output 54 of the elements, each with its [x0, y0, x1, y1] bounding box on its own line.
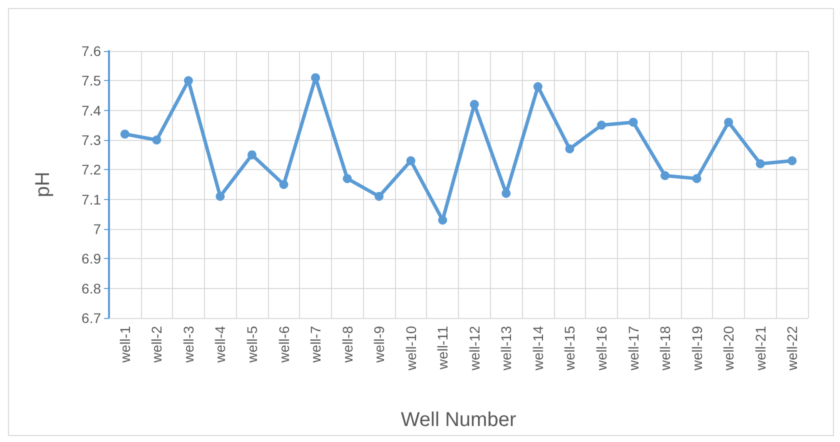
point: [247, 150, 256, 160]
x-tick-label: well-22: [784, 326, 800, 372]
y-tick-label: 6.7: [82, 310, 102, 326]
point: [470, 100, 479, 109]
x-tick-label: well-6: [276, 326, 292, 364]
point: [311, 73, 320, 82]
y-tick-label: 7.5: [82, 72, 102, 89]
point: [596, 120, 606, 130]
point: [374, 192, 384, 201]
point: [438, 216, 448, 225]
x-tick-label: well-10: [402, 326, 419, 372]
x-tick-label: well-11: [434, 326, 451, 370]
x-tick-label: well-15: [562, 326, 578, 372]
y-axis-title: pH: [32, 172, 54, 198]
x-axis-title: Well Number: [400, 409, 516, 431]
x-tick-label: well-4: [212, 326, 228, 364]
y-tick-label: 7.6: [82, 43, 102, 59]
x-tick-label: well-3: [180, 326, 196, 364]
x-tick-label: well-7: [308, 326, 324, 364]
point: [724, 118, 734, 127]
y-tick-label: 7.2: [82, 162, 102, 178]
point: [184, 76, 193, 86]
point: [692, 174, 702, 184]
point: [788, 156, 797, 166]
point: [565, 144, 574, 154]
y-tick-label: 7.1: [82, 191, 102, 208]
x-tick-label: well-19: [688, 326, 705, 372]
x-tick-label: well-9: [371, 326, 388, 364]
point: [279, 180, 288, 189]
point: [120, 130, 130, 139]
x-tick-label: well-2: [148, 326, 165, 364]
point: [406, 156, 416, 166]
y-tick-label: 7.4: [82, 102, 102, 118]
x-tick-label: well-13: [498, 326, 514, 372]
x-tick-label: well-5: [244, 326, 260, 364]
point: [152, 136, 162, 144]
x-tick-label: well-1: [116, 326, 133, 364]
y-tick-label: 7: [93, 221, 102, 237]
y-tick-label: 7.3: [82, 132, 102, 148]
y-tick-label: 6.8: [82, 280, 102, 296]
point: [660, 171, 670, 180]
x-tick-label: well-14: [530, 326, 546, 372]
point: [756, 159, 765, 168]
x-tick-label: well-16: [593, 326, 610, 372]
point: [342, 174, 352, 184]
x-tick-label: well-18: [657, 326, 674, 372]
x-tick-label: well-20: [720, 326, 737, 372]
point: [216, 192, 225, 201]
point: [628, 118, 638, 127]
x-tick-label: well-21: [752, 326, 768, 372]
x-tick-label: well-17: [625, 326, 642, 372]
y-tick-label: 6.9: [82, 250, 102, 267]
x-tick-label: well-8: [339, 326, 356, 364]
x-tick-label: well-12: [466, 326, 482, 372]
